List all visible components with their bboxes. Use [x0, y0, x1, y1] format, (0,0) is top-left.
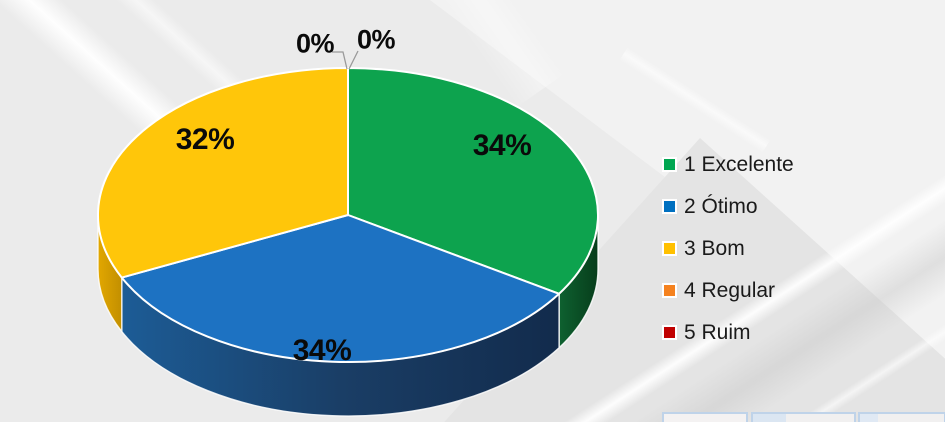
legend-label: 1 Excelente	[684, 153, 794, 176]
slice-label-excelente: 34%	[472, 129, 532, 162]
legend-swatch-bom	[662, 241, 677, 256]
pie-slice-1[interactable]	[120, 214, 561, 363]
legend-swatch-excelente	[662, 157, 677, 172]
table-cell[interactable]	[858, 412, 945, 422]
leader-lines	[332, 50, 359, 70]
legend-item-excelente[interactable]: 1 Excelente	[662, 151, 794, 178]
table-cell-accent	[753, 414, 786, 422]
legend-label: 4 Regular	[684, 279, 776, 302]
slice-label-bom: 32%	[175, 123, 235, 156]
legend-swatch-otimo	[662, 199, 677, 214]
legend: 1 Excelente 2 Ótimo 3 Bom 4 Regular 5 Ru…	[662, 151, 794, 346]
bottom-table-fragment	[0, 412, 945, 422]
legend-item-regular[interactable]: 4 Regular	[662, 277, 794, 304]
table-cell-accent	[860, 414, 878, 422]
slice-label-otimo: 34%	[292, 334, 352, 367]
legend-swatch-ruim	[662, 325, 677, 340]
table-cell[interactable]	[662, 412, 748, 422]
table-cell[interactable]	[751, 412, 856, 422]
legend-label: 3 Bom	[684, 237, 745, 260]
legend-swatch-regular	[662, 283, 677, 298]
slice-label-regular: 0%	[295, 28, 335, 59]
legend-item-otimo[interactable]: 2 Ótimo	[662, 193, 794, 220]
pie-slice-2[interactable]	[97, 67, 349, 279]
legend-item-ruim[interactable]: 5 Ruim	[662, 319, 794, 346]
legend-item-bom[interactable]: 3 Bom	[662, 235, 794, 262]
legend-label: 5 Ruim	[684, 321, 751, 344]
legend-label: 2 Ótimo	[684, 195, 758, 218]
slice-label-ruim: 0%	[356, 24, 396, 55]
